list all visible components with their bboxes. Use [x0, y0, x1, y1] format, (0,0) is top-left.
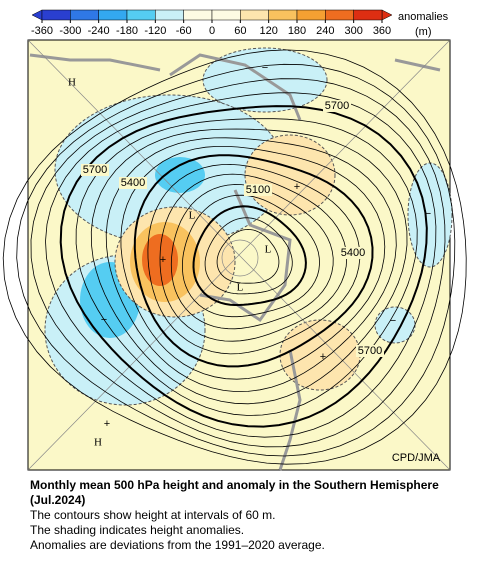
contour-label-bg [81, 164, 109, 176]
contour-label: 5700 [358, 345, 382, 357]
colorbar-tick-label: -120 [144, 25, 166, 37]
colorbar-segment [183, 9, 213, 21]
contour [90, 128, 408, 405]
colorbar-segment [296, 9, 326, 21]
graticule [27, 39, 451, 471]
colorbar-segment [126, 9, 156, 21]
colorbar: -360 -300 -240 -180 -120 -60 0 60 120 180 240 300 36… [31, 9, 449, 38]
contour-label: 5700 [325, 100, 349, 112]
colorbar-label: anomalies [398, 11, 449, 23]
colorbar-segment [98, 9, 128, 21]
anomaly-sign: + [160, 254, 166, 266]
colorbar-tick-label: -300 [59, 25, 81, 37]
contour-label-bg [119, 177, 147, 189]
contour [216, 228, 280, 284]
coastline [278, 349, 302, 471]
colorbar-tick-label: 0 [209, 25, 215, 37]
colorbar-tick-label: 120 [259, 25, 277, 37]
contour-label: 5400 [341, 247, 365, 259]
pressure-center: H [68, 77, 76, 89]
colorbar-tick-label: 240 [316, 25, 334, 37]
pressure-center: H [94, 437, 102, 449]
contour [30, 78, 446, 448]
anomaly-sign: − [101, 314, 107, 326]
contour-label: 5100 [246, 184, 270, 196]
contour [59, 105, 428, 428]
colorbar-segment [70, 9, 99, 21]
caption-title: Monthly mean 500 hPa height and anomaly … [30, 478, 439, 507]
contour [159, 173, 348, 342]
contour-label-bg [244, 184, 272, 196]
contour [133, 154, 374, 368]
contour-label-bg [356, 345, 384, 357]
parallel [221, 239, 259, 277]
map-labels: H H L L L + + + + − − − − 5700 5700 5400 5100 5400 5700 CPD… [68, 62, 441, 464]
colorbar-tick-label: 180 [288, 25, 306, 37]
colorbar-segment [155, 9, 184, 21]
colorbar-tick-label: -360 [31, 25, 53, 37]
colorbar-tick-label: 300 [344, 25, 362, 37]
coastline [169, 53, 302, 121]
contour-label: 5700 [83, 164, 107, 176]
colorbar-segment [268, 9, 298, 21]
pressure-center: L [189, 210, 196, 222]
anomaly-sign: − [262, 62, 268, 74]
colorbar-tick-label: -240 [88, 25, 110, 37]
contour [204, 217, 293, 295]
anomaly-sign: − [425, 208, 431, 220]
colorbar-tick-label: -180 [116, 25, 138, 37]
map-figure: -360 -300 -240 -180 -120 -60 0 60 120 180 240 300 36… [2, 9, 467, 471]
contour [147, 163, 361, 355]
negative-core [155, 157, 205, 193]
colorbar-segment [211, 9, 241, 21]
colorbar-segment [353, 9, 383, 21]
anomaly-sign: + [104, 418, 110, 430]
anomaly-sign: + [320, 351, 326, 363]
anomaly-sign: − [390, 315, 396, 327]
coastline [29, 53, 161, 72]
colorbar-segment [325, 9, 354, 21]
contour [120, 146, 386, 380]
contour-label: 5400 [121, 177, 145, 189]
anomaly-sign: + [294, 181, 300, 193]
contours [2, 49, 467, 465]
colorbar-end [381, 9, 393, 21]
colorbar-segment [41, 9, 71, 21]
meridian [27, 39, 451, 471]
contour-label-bg [339, 247, 367, 259]
caption-line: Anomalies are deviations from the 1991–2… [30, 538, 325, 552]
colorbar-end [31, 9, 43, 21]
caption: Monthly mean 500 hPa height and anomaly … [30, 478, 450, 553]
credit: CPD/JMA [392, 452, 441, 464]
contour [182, 194, 320, 318]
colorbar-tick-label: 360 [373, 25, 391, 37]
coastline [199, 189, 292, 323]
colorbar-segment [240, 9, 269, 21]
coastline [394, 58, 441, 72]
pressure-center: L [265, 244, 272, 256]
contour [75, 118, 418, 416]
caption-line: The contours show height at intervals of… [30, 508, 276, 522]
contour-label-bg [323, 100, 351, 112]
coastlines [29, 53, 441, 471]
pressure-center: L [237, 282, 244, 294]
contour [192, 205, 307, 306]
contour [16, 63, 456, 457]
caption-line: The shading indicates height anomalies. [30, 523, 245, 537]
colorbar-unit: (m) [415, 26, 432, 38]
contour [2, 49, 467, 465]
colorbar-tick-label: 60 [234, 25, 246, 37]
contour [170, 184, 334, 330]
contour [105, 137, 397, 393]
colorbar-tick-label: -60 [176, 25, 192, 37]
